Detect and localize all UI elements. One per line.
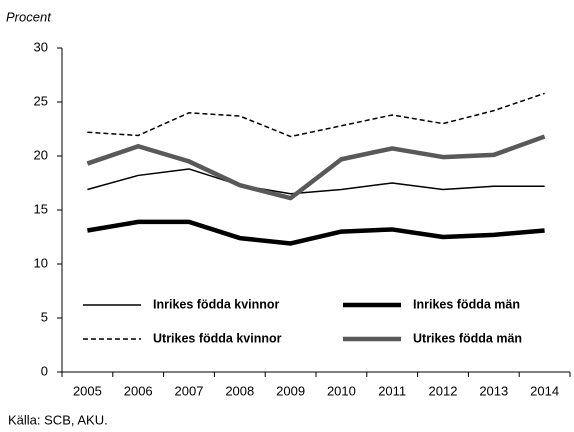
x-tick-label: 2006	[124, 383, 153, 398]
x-tick-label: 2012	[429, 383, 458, 398]
legend-label: Inrikes födda män	[413, 297, 520, 311]
series-line	[86, 134, 546, 201]
series-line	[87, 168, 545, 195]
legend-label: Inrikes födda kvinnor	[153, 297, 280, 311]
y-tick-label: 0	[41, 363, 48, 378]
legend-label: Utrikes födda män	[413, 331, 522, 345]
y-tick-label: 20	[34, 147, 48, 162]
y-tick-label: 25	[34, 93, 48, 108]
x-tick-label: 2009	[276, 383, 305, 398]
y-tick-label: 5	[41, 309, 48, 324]
x-tick-label: 2013	[479, 383, 508, 398]
x-tick-label: 2008	[225, 383, 254, 398]
x-tick-label: 2007	[175, 383, 204, 398]
x-tick-label: 2014	[530, 383, 559, 398]
y-axis-label: Procent	[6, 9, 52, 24]
y-tick-label: 10	[34, 255, 48, 270]
y-tick-label: 30	[34, 39, 48, 54]
y-tick-label: 15	[34, 201, 48, 216]
x-tick-label: 2010	[327, 383, 356, 398]
legend-label: Utrikes födda kvinnor	[153, 331, 282, 345]
series-line	[87, 92, 545, 138]
x-tick-label: 2005	[73, 383, 102, 398]
source-note: Källa: SCB, AKU.	[8, 412, 108, 427]
x-tick-label: 2011	[378, 383, 406, 398]
series-line	[87, 219, 545, 246]
